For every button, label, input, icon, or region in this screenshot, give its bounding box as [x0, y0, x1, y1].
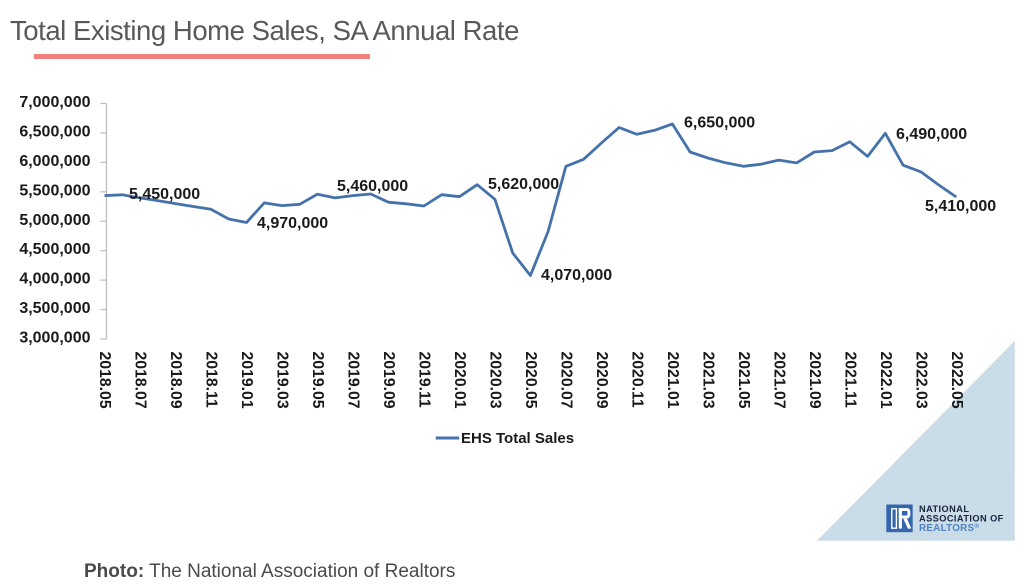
svg-text:4,070,000: 4,070,000	[541, 267, 612, 284]
svg-text:ASSOCIATION OF: ASSOCIATION OF	[919, 514, 1004, 524]
svg-text:2020.05: 2020.05	[522, 352, 539, 409]
svg-text:2021.09: 2021.09	[806, 352, 823, 409]
svg-text:2022.01: 2022.01	[877, 352, 894, 409]
svg-text:2021.07: 2021.07	[770, 352, 787, 409]
svg-text:NATIONAL: NATIONAL	[919, 504, 969, 514]
svg-text:5,000,000: 5,000,000	[19, 212, 90, 229]
svg-text:2019.07: 2019.07	[344, 352, 361, 409]
svg-text:Total Existing Home Sales, SA: Total Existing Home Sales, SA Annual Rat…	[10, 15, 519, 46]
svg-text:5,450,000: 5,450,000	[129, 186, 200, 203]
svg-text:2021.01: 2021.01	[664, 352, 681, 409]
svg-text:2019.11: 2019.11	[415, 352, 432, 408]
svg-text:3,500,000: 3,500,000	[19, 300, 90, 317]
svg-text:REALTORS®: REALTORS®	[919, 522, 979, 534]
svg-text:2019.09: 2019.09	[380, 352, 397, 409]
svg-text:2019.01: 2019.01	[238, 352, 255, 409]
svg-text:4,500,000: 4,500,000	[19, 241, 90, 258]
svg-text:5,620,000: 5,620,000	[488, 176, 559, 193]
svg-text:2019.03: 2019.03	[274, 352, 291, 409]
svg-text:2020.01: 2020.01	[451, 352, 468, 409]
svg-text:2021.11: 2021.11	[841, 352, 858, 408]
svg-text:5,500,000: 5,500,000	[19, 182, 90, 199]
svg-text:5,410,000: 5,410,000	[925, 198, 996, 215]
svg-text:2020.07: 2020.07	[557, 352, 574, 409]
svg-text:2018.07: 2018.07	[132, 352, 149, 409]
svg-text:7,000,000: 7,000,000	[19, 94, 90, 111]
svg-text:2020.11: 2020.11	[628, 352, 645, 408]
svg-text:2022.05: 2022.05	[948, 352, 965, 409]
svg-text:6,000,000: 6,000,000	[19, 153, 90, 170]
svg-text:4,970,000: 4,970,000	[257, 215, 328, 232]
svg-text:2020.03: 2020.03	[486, 352, 503, 409]
svg-text:3,000,000: 3,000,000	[19, 330, 90, 347]
svg-text:2022.03: 2022.03	[912, 352, 929, 409]
svg-text:EHS Total Sales: EHS Total Sales	[461, 430, 574, 447]
svg-text:2018.05: 2018.05	[96, 352, 113, 409]
svg-text:6,650,000: 6,650,000	[684, 115, 755, 132]
svg-text:4,000,000: 4,000,000	[19, 271, 90, 288]
svg-text:2018.11: 2018.11	[203, 352, 220, 408]
svg-text:Photo: The National Associatio: Photo: The National Association of Realt…	[84, 561, 455, 582]
svg-text:2021.03: 2021.03	[699, 352, 716, 409]
svg-text:6,500,000: 6,500,000	[19, 123, 90, 140]
svg-text:2019.05: 2019.05	[309, 352, 326, 409]
svg-text:6,490,000: 6,490,000	[896, 126, 967, 143]
svg-text:2018.09: 2018.09	[167, 352, 184, 409]
svg-text:2021.05: 2021.05	[735, 352, 752, 409]
svg-text:5,460,000: 5,460,000	[337, 178, 408, 195]
svg-text:2020.09: 2020.09	[593, 352, 610, 409]
